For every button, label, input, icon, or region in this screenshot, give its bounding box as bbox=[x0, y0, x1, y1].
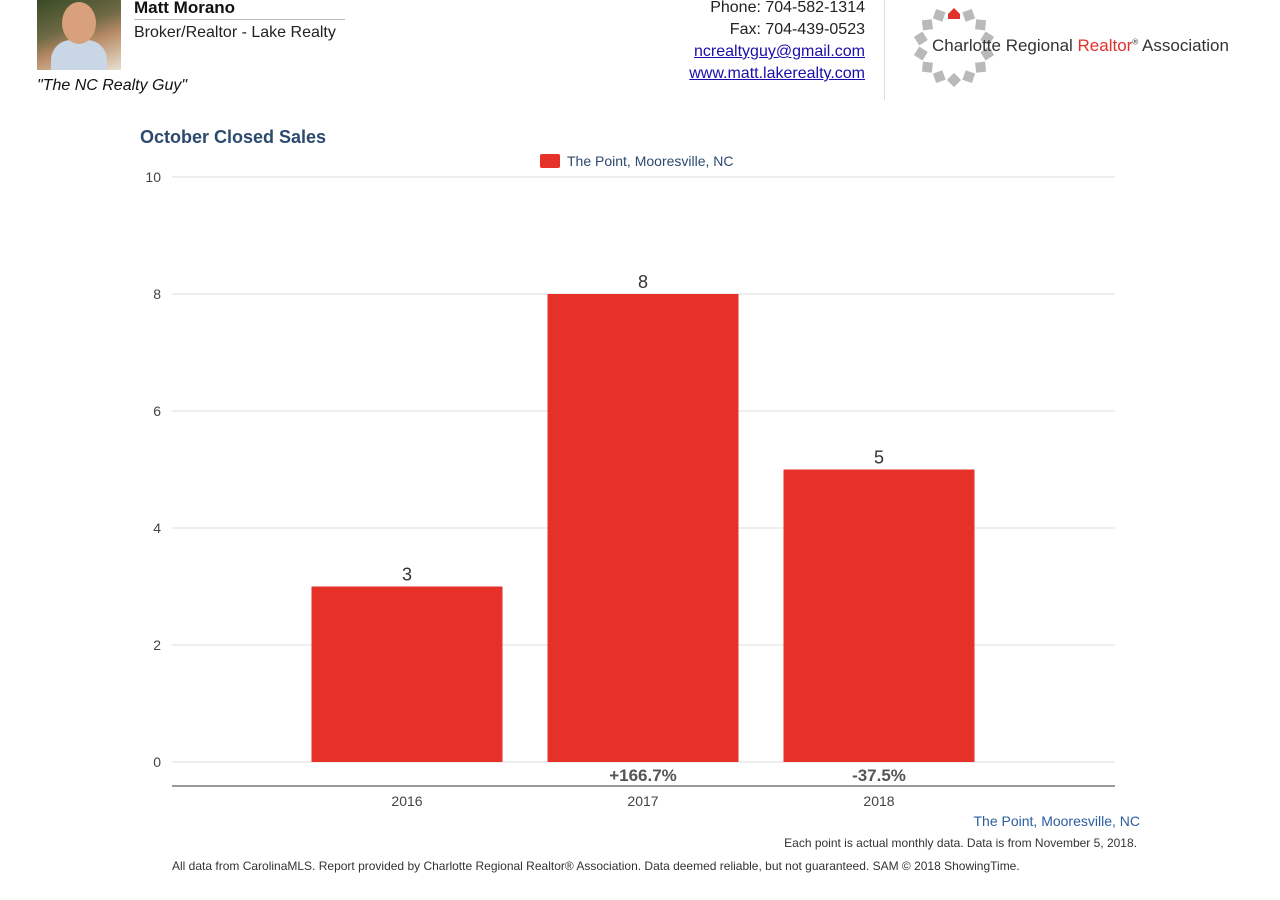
crra-logo-text-pre: Charlotte Regional bbox=[932, 36, 1078, 55]
legend-swatch bbox=[540, 154, 560, 168]
header-divider bbox=[884, 0, 885, 100]
y-tick-label: 10 bbox=[145, 169, 161, 185]
legend-label: The Point, Mooresville, NC bbox=[567, 153, 734, 169]
website-link[interactable]: www.matt.lakerealty.com bbox=[689, 65, 865, 82]
bar-value-label: 8 bbox=[638, 272, 648, 292]
fax-number: Fax: 704-439-0523 bbox=[729, 21, 865, 38]
x-tick-label: 2017 bbox=[627, 793, 658, 809]
phone-number: Phone: 704-582-1314 bbox=[710, 0, 865, 16]
x-tick-label: 2016 bbox=[391, 793, 422, 809]
x-tick-label: 2018 bbox=[863, 793, 894, 809]
crra-logo-text-sup: ® bbox=[1132, 37, 1139, 47]
bar bbox=[311, 586, 503, 762]
agent-photo-shirt bbox=[51, 40, 107, 70]
email-link[interactable]: ncrealtyguy@gmail.com bbox=[694, 43, 865, 60]
chart-legend: The Point, Mooresville, NC bbox=[540, 153, 734, 169]
contact-block: Phone: 704-582-1314 Fax: 704-439-0523 nc… bbox=[689, 0, 865, 85]
data-note: Each point is actual monthly data. Data … bbox=[784, 836, 1137, 850]
agent-photo bbox=[37, 0, 121, 70]
y-tick-label: 2 bbox=[153, 637, 161, 653]
agent-title: Broker/Realtor - Lake Realty bbox=[134, 24, 336, 41]
series-footer: The Point, Mooresville, NC bbox=[973, 813, 1140, 829]
bar-value-label: 5 bbox=[874, 448, 884, 468]
agent-name: Matt Morano bbox=[134, 0, 236, 17]
change-percent-label: +166.7% bbox=[609, 766, 677, 785]
y-tick-label: 0 bbox=[153, 754, 161, 770]
footer-disclaimer: All data from CarolinaMLS. Report provid… bbox=[172, 859, 1020, 873]
name-divider bbox=[134, 19, 345, 20]
bar bbox=[547, 294, 739, 762]
crra-logo-text: Charlotte Regional Realtor® Association bbox=[932, 36, 1229, 56]
crra-logo-text-red: Realtor bbox=[1077, 36, 1133, 55]
bar-value-label: 3 bbox=[402, 565, 412, 585]
y-tick-label: 6 bbox=[153, 403, 161, 419]
agent-tagline: "The NC Realty Guy" bbox=[37, 77, 188, 94]
change-percent-label: -37.5% bbox=[852, 766, 906, 785]
house-ring-logo-icon bbox=[913, 8, 995, 88]
y-tick-label: 8 bbox=[153, 286, 161, 302]
bar bbox=[783, 469, 975, 762]
agent-photo-face bbox=[62, 2, 96, 44]
crra-logo-text-post: Association bbox=[1138, 36, 1229, 55]
chart-title: October Closed Sales bbox=[140, 127, 327, 147]
y-tick-label: 4 bbox=[153, 520, 161, 536]
